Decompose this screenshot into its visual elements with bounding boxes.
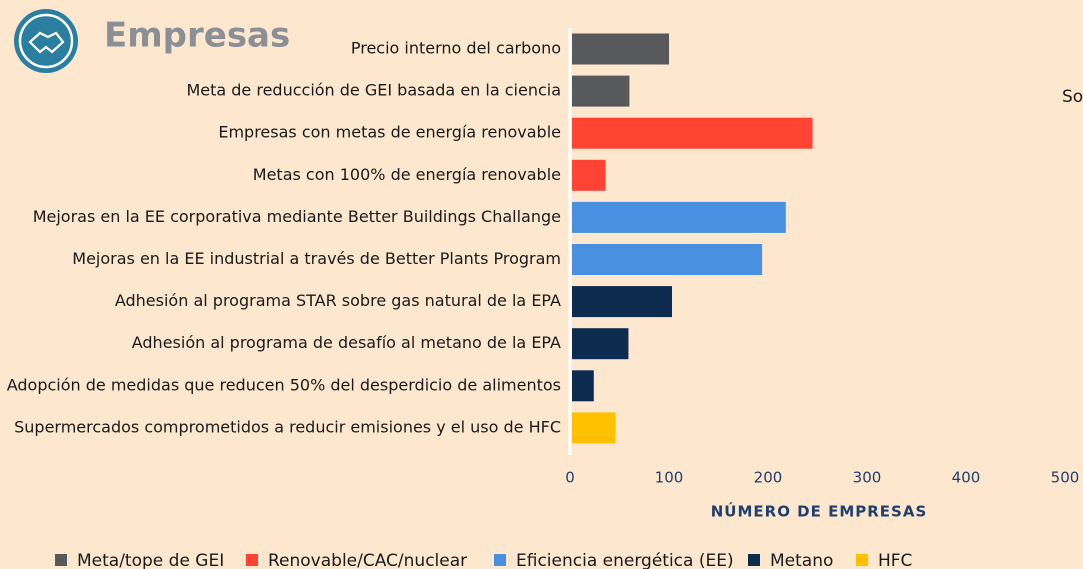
x-tick-label: 0 <box>565 469 575 487</box>
y-tick-label: Empresas con metas de energía renovable <box>218 123 561 142</box>
x-tick-label: 200 <box>754 469 783 487</box>
legend-swatch <box>494 554 506 566</box>
y-tick-label: Mejoras en la EE industrial a través de … <box>72 249 561 268</box>
y-tick-label: Adhesión al programa STAR sobre gas natu… <box>115 291 561 310</box>
x-tick-label: 400 <box>952 469 981 487</box>
legend-label: Renovable/CAC/nuclear <box>268 551 467 569</box>
x-tick-label: 100 <box>655 469 684 487</box>
bar <box>572 159 606 191</box>
bar <box>572 117 813 149</box>
y-tick-label: Precio interno del carbono <box>351 39 561 58</box>
x-axis-label: NÚMERO DE EMPRESAS <box>711 502 928 521</box>
bar <box>572 201 786 233</box>
legend-label: HFC <box>878 551 912 569</box>
bar <box>572 33 670 65</box>
bar <box>572 75 630 107</box>
bar <box>572 328 629 360</box>
y-tick-label: Mejoras en la EE corporativa mediante Be… <box>33 207 561 226</box>
bar <box>572 370 594 402</box>
y-tick-label: Supermercados comprometidos a reducir em… <box>14 417 561 436</box>
chart-title: Empresas <box>104 16 290 56</box>
y-tick-label: Adopción de medidas que reducen 50% del … <box>7 375 561 394</box>
y-tick-label: Adhesión al programa de desafío al metan… <box>132 333 561 352</box>
x-tick-label: 500 <box>1051 469 1080 487</box>
bar <box>572 244 763 275</box>
title-icon <box>14 9 78 73</box>
x-tick-label: 300 <box>853 469 882 487</box>
bar <box>572 412 616 444</box>
legend-label: Metano <box>770 551 833 569</box>
legend-label: Meta/tope de GEI <box>77 551 224 569</box>
y-tick-label: Metas con 100% de energía renovable <box>253 165 561 184</box>
y-tick-label: Meta de reducción de GEI basada en la ci… <box>186 81 561 100</box>
legend-swatch <box>856 554 868 566</box>
legend-swatch <box>55 554 67 566</box>
bar <box>572 286 672 318</box>
side-text: So <box>1062 87 1083 107</box>
legend-label: Eficiencia energética (EE) <box>516 551 734 569</box>
legend-swatch <box>246 554 258 566</box>
legend-swatch <box>748 554 760 566</box>
